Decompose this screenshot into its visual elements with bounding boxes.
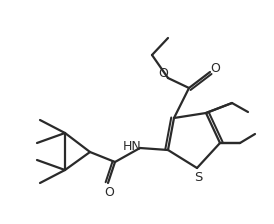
Text: O: O xyxy=(104,185,114,198)
Text: O: O xyxy=(158,67,168,80)
Text: O: O xyxy=(210,62,220,75)
Text: S: S xyxy=(194,170,202,183)
Text: HN: HN xyxy=(123,140,141,153)
